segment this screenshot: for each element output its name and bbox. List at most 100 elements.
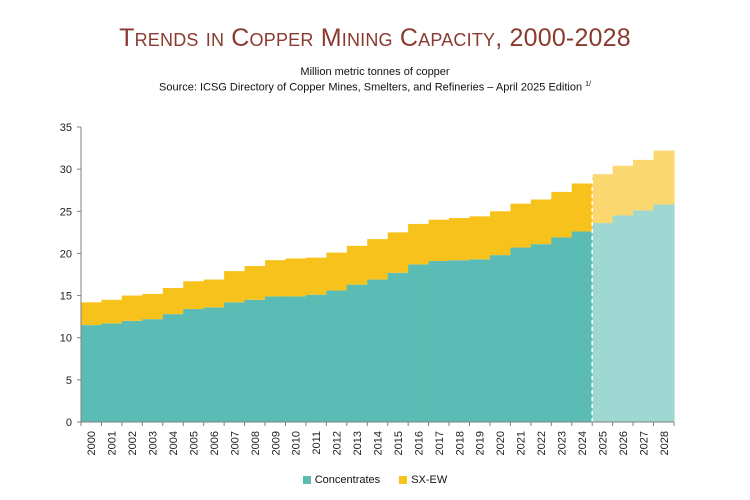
bar-sxew-2018 [449,218,471,261]
legend-item-sxew: SX-EW [399,474,447,486]
chart-subtitle: Million metric tonnes of copper [300,66,450,78]
bar-sxew-2004 [162,287,184,315]
y-tick-label-35: 35 [60,122,72,134]
x-tick-label-2025: 2025 [597,431,609,455]
bar-concentrates-2020 [489,255,512,422]
x-tick-label-2015: 2015 [393,431,405,455]
x-tick-label-2020: 2020 [495,431,507,455]
x-tick-label-2001: 2001 [107,431,119,455]
x-tick-label-2026: 2026 [618,431,630,455]
y-tick-label-20: 20 [60,248,72,260]
bar-concentrates-2015 [387,272,409,422]
bar-sxew-2028 [653,150,675,205]
bar-concentrates-2018 [449,260,471,422]
bar-concentrates-2023 [551,237,573,422]
bar-sxew-2012 [326,252,348,291]
bar-sxew-2027 [633,159,655,211]
bar-concentrates-2024 [571,231,593,422]
y-tick-label-5: 5 [66,375,72,387]
y-tick-label-15: 15 [60,291,72,303]
x-tick-label-2006: 2006 [209,431,221,455]
bar-concentrates-2004 [162,314,184,422]
chart-legend: Concentrates SX-EW [0,474,750,487]
bar-concentrates-2021 [510,247,532,422]
bar-concentrates-2000 [81,325,103,422]
x-tick-label-2027: 2027 [638,431,650,455]
bar-sxew-2001 [101,299,123,324]
bar-concentrates-2009 [265,296,287,422]
bar-sxew-2005 [183,281,205,310]
x-tick-label-2019: 2019 [475,431,487,455]
x-tick-label-2013: 2013 [352,431,364,455]
x-tick-label-2023: 2023 [557,431,569,455]
bar-concentrates-2012 [326,290,348,422]
x-tick-label-2008: 2008 [250,431,262,455]
bar-concentrates-2006 [203,307,225,422]
x-tick-label-2018: 2018 [454,431,466,455]
bar-concentrates-2022 [530,244,552,422]
x-tick-label-2003: 2003 [148,431,160,455]
y-tick-label-10: 10 [60,333,72,345]
bar-sxew-2006 [203,279,225,308]
bar-sxew-2017 [428,219,450,262]
bar-concentrates-2028 [653,204,675,422]
bar-sxew-2014 [367,239,389,280]
source-text: Source: ICSG Directory of Copper Mines, … [159,81,583,94]
bar-concentrates-2013 [346,284,368,422]
bar-sxew-2026 [612,165,634,216]
legend-label-sxew: SX-EW [411,474,448,486]
y-tick-label-0: 0 [66,417,72,429]
legend-swatch-sxew [399,476,408,484]
bar-sxew-2003 [142,293,164,320]
bar-concentrates-2008 [244,299,266,422]
x-tick-label-2014: 2014 [373,431,385,455]
bar-concentrates-2007 [224,302,246,422]
bar-sxew-2010 [285,258,307,297]
bar-concentrates-2025 [592,223,614,422]
bar-sxew-2009 [265,260,287,297]
bar-sxew-2022 [530,199,552,245]
x-tick-label-2016: 2016 [413,431,425,455]
bar-sxew-2008 [244,266,266,300]
x-tick-label-2005: 2005 [188,431,200,455]
bar-concentrates-2027 [633,210,655,422]
y-tick-label-25: 25 [60,206,72,218]
bar-concentrates-2014 [367,279,389,422]
bar-sxew-2000 [81,302,103,326]
bar-sxew-2025 [592,174,614,224]
bar-concentrates-2001 [101,323,123,422]
chart-title: Trends in Copper Mining Capacity, 2000-2… [119,24,631,52]
legend-item-concentrates: Concentrates [302,474,381,486]
bar-concentrates-2011 [305,294,327,422]
bar-sxew-2015 [387,232,409,273]
x-tick-label-2021: 2021 [516,431,528,455]
bar-sxew-2007 [224,271,246,303]
x-tick-label-2022: 2022 [536,431,548,455]
bar-concentrates-2017 [428,261,450,422]
x-tick-label-2002: 2002 [127,431,139,455]
x-tick-label-2010: 2010 [291,431,303,455]
chart-source: Source: ICSG Directory of Copper Mines, … [0,81,750,94]
bar-concentrates-2002 [121,320,143,422]
bar-sxew-2002 [121,295,143,321]
x-tick-label-2009: 2009 [270,431,282,455]
bar-sxew-2013 [346,245,368,285]
bar-concentrates-2019 [469,259,491,422]
x-tick-label-2012: 2012 [332,431,344,455]
x-tick-label-2004: 2004 [168,431,180,455]
bar-sxew-2023 [551,191,573,238]
bar-concentrates-2016 [408,264,430,422]
bar-concentrates-2005 [183,309,205,422]
source-footnote: 1/ [585,81,591,88]
bar-sxew-2021 [510,203,532,248]
x-tick-label-2011: 2011 [311,431,323,455]
x-tick-label-2000: 2000 [86,431,98,455]
bar-sxew-2024 [571,183,593,232]
bar-sxew-2019 [469,216,491,260]
legend-label-concentrates: Concentrates [314,474,381,486]
x-tick-label-2007: 2007 [229,431,241,455]
legend-swatch-concentrates [302,476,311,484]
y-tick-label-30: 30 [60,164,72,176]
x-tick-label-2017: 2017 [434,431,446,455]
bar-concentrates-2003 [142,319,164,422]
